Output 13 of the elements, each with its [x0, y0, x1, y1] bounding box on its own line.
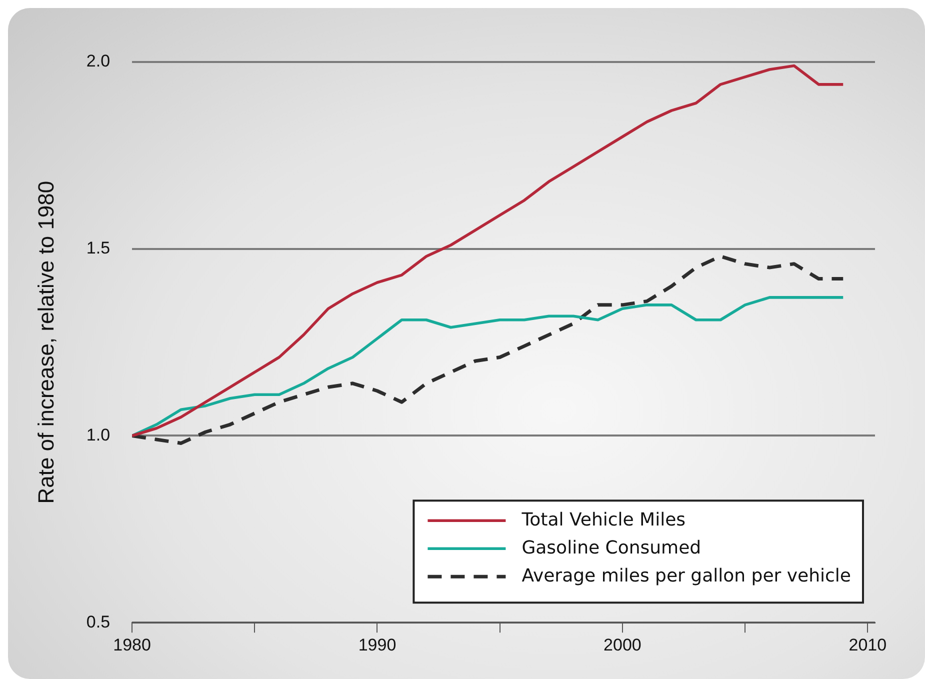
legend-label: Total Vehicle Miles: [520, 509, 686, 530]
x-tick-label: 1990: [358, 635, 396, 654]
x-tick-label: 2010: [848, 635, 887, 654]
legend-label: Gasoline Consumed: [522, 537, 702, 558]
y-tick-label: 1.5: [86, 238, 110, 258]
y-tick-label: 1.0: [86, 425, 110, 444]
legend-label: Average miles per gallon per vehicle: [522, 565, 852, 586]
y-axis-title: Rate of increase, relative to 1980: [33, 180, 58, 504]
y-tick-label: 0.5: [86, 612, 110, 632]
x-tick-label: 2000: [604, 635, 642, 654]
y-tick-label: 2.0: [86, 52, 110, 71]
line-series: [132, 254, 845, 445]
x-tick-label: 1980: [113, 635, 151, 654]
